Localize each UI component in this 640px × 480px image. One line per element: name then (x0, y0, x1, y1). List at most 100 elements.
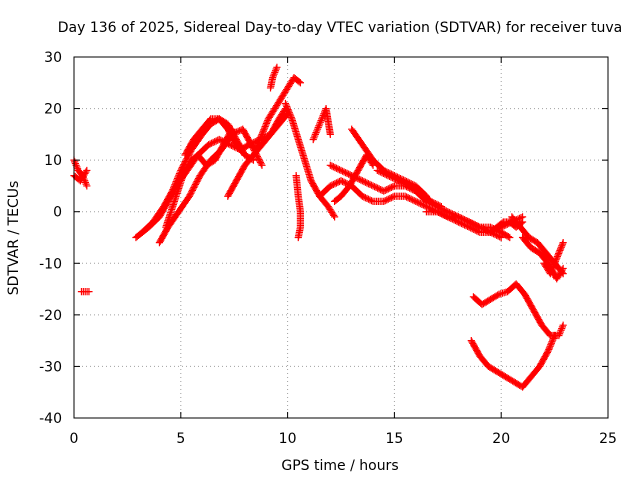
data-point-run (445, 208, 461, 220)
data-point (85, 288, 93, 296)
data-point-run (338, 167, 354, 179)
series-arc-14 (309, 104, 334, 144)
data-point-run (407, 183, 423, 194)
data-point (559, 321, 567, 329)
series-arc-08 (181, 115, 258, 164)
series-arc-21 (433, 202, 514, 242)
data-point-run (547, 256, 560, 276)
x-tick-label: 0 (70, 431, 79, 447)
data-point-run (349, 183, 365, 199)
data-point (551, 331, 559, 340)
data-point-run (381, 193, 397, 205)
data-point (83, 166, 91, 175)
series-arc-10 (251, 74, 305, 154)
data-point-run (486, 363, 500, 375)
data-point-run (503, 374, 517, 385)
plot-frame (73, 56, 609, 419)
data-point-run (325, 204, 338, 219)
data-point-run (375, 167, 391, 179)
y-tick-label: -10 (39, 256, 62, 272)
data-point-run (259, 132, 274, 147)
y-tick-label: -20 (39, 308, 62, 324)
y-tick-label: 10 (44, 153, 62, 169)
chart-title: Day 136 of 2025, Sidereal Day-to-day VTE… (58, 20, 622, 36)
series-arc-03 (77, 288, 93, 296)
series-arc-19 (373, 166, 445, 211)
series-arc-28 (467, 331, 559, 391)
data-point-run (224, 178, 240, 199)
data-point-run (346, 168, 361, 189)
data-point-run (479, 296, 493, 308)
series-arc-13 (292, 172, 305, 242)
data-point-run (295, 137, 308, 163)
data-point (296, 79, 305, 87)
data-point-run (77, 168, 90, 183)
y-tick-label: 20 (44, 102, 62, 118)
data-point-run (317, 183, 333, 199)
x-tick-label: 25 (599, 431, 617, 447)
x-tick-label: 15 (385, 431, 403, 447)
data-point-run (252, 132, 265, 152)
data-point-run (513, 281, 528, 297)
data-point-run (169, 168, 184, 194)
data-point (326, 130, 334, 138)
x-axis-label: GPS time / hours (281, 458, 398, 474)
data-point-run (182, 137, 197, 158)
data-point-run (162, 199, 178, 230)
data-point-run (79, 288, 91, 296)
data-point-run (301, 158, 315, 183)
data-point-run (199, 116, 214, 132)
data-point-run (332, 193, 344, 204)
data-point-run (308, 178, 323, 199)
data-point-run (413, 198, 429, 210)
data-point-run (314, 117, 325, 132)
data-point-run (488, 291, 502, 303)
y-tick-label: -30 (39, 359, 62, 375)
data-point-run (338, 183, 353, 199)
data-point-run (526, 234, 540, 246)
data-point-run (494, 219, 506, 230)
data-point-run (385, 172, 401, 184)
data-point-run (186, 173, 203, 199)
data-marks (70, 63, 567, 391)
data-point-run (239, 127, 255, 147)
data-point-run (224, 127, 240, 147)
data-point-run (278, 85, 291, 101)
data-point-run (191, 126, 205, 142)
data-point (330, 213, 339, 221)
x-tick-label: 20 (492, 431, 510, 447)
data-point (83, 182, 91, 190)
data-point-run (467, 219, 482, 231)
data-point-run (370, 157, 387, 173)
data-point-run (310, 127, 321, 142)
data-point-run (539, 322, 553, 338)
data-point-run (349, 127, 365, 147)
data-point-run (259, 116, 272, 137)
series-arc-05 (138, 115, 249, 236)
data-point-run (282, 101, 295, 121)
data-point-run (477, 353, 491, 369)
data-point-run (171, 173, 187, 204)
data-point-run (554, 266, 566, 281)
series-arc-12 (281, 99, 339, 221)
series-arc-07 (162, 125, 236, 231)
data-point-run (269, 70, 278, 80)
series-arc-11 (266, 63, 281, 92)
data-point (506, 233, 514, 242)
data-point-run (160, 188, 176, 209)
data-point (518, 218, 527, 226)
data-point-run (456, 219, 472, 231)
data-point-run (553, 240, 567, 261)
y-tick-labels: 30 20 10 0 -10 -20 -30 -40 (39, 50, 62, 427)
data-point-run (199, 121, 214, 137)
data-point-run (242, 152, 256, 168)
data-point-run (534, 240, 549, 256)
data-point-run (528, 364, 543, 380)
data-point (273, 63, 281, 71)
data-point-run (291, 75, 303, 86)
data-point-run (435, 203, 450, 215)
series-arc-17 (330, 151, 377, 205)
data-point-run (216, 116, 231, 132)
data-point-run (403, 193, 418, 205)
